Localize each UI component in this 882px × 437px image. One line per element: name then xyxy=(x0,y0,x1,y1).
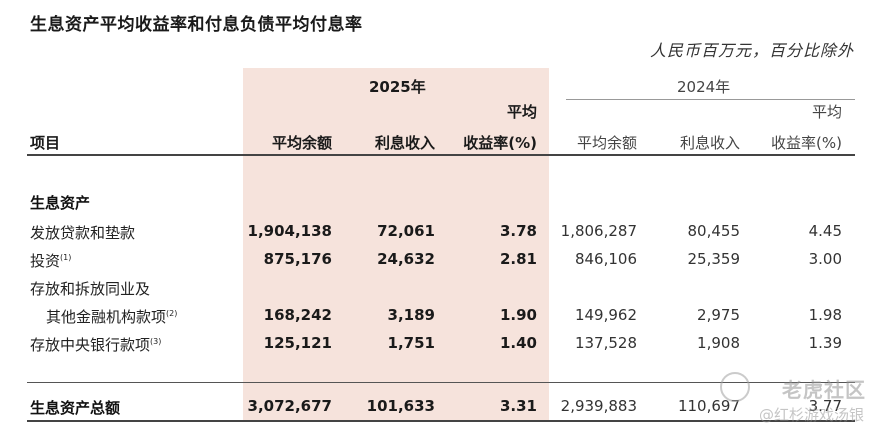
total-interest-income-2025: 101,633 xyxy=(366,397,435,415)
header-item: 项目 xyxy=(30,134,61,152)
cell-avg-balance-2025: 875,176 xyxy=(263,250,332,268)
cell-interest-income-2024: 25,359 xyxy=(687,250,741,268)
cell-avg-balance-2025: 125,121 xyxy=(263,334,332,352)
row-label: 投资(1) xyxy=(30,252,72,270)
cell-yield-2025: 1.40 xyxy=(499,334,537,352)
watermark-logo-icon xyxy=(720,372,750,402)
header-avg-balance-2024: 平均余额 xyxy=(576,134,637,152)
row-label: 发放贷款和垫款 xyxy=(30,224,136,242)
header-interest-income-2024: 利息收入 xyxy=(679,134,740,152)
cell-avg-balance-2024: 137,528 xyxy=(574,334,637,352)
highlight-2025-column xyxy=(243,68,549,422)
cell-yield-2024: 1.98 xyxy=(808,306,842,324)
header-avg-balance-2025: 平均余额 xyxy=(271,134,332,152)
total-label: 生息资产总额 xyxy=(30,399,121,417)
total-interest-income-2024: 110,697 xyxy=(677,397,740,415)
header-yield-line2-2024: 收益率(%) xyxy=(771,134,842,152)
section-title: 生息资产 xyxy=(30,194,91,212)
cell-avg-balance-2025: 1,904,138 xyxy=(247,222,332,240)
page-title: 生息资产平均收益率和付息负债平均付息率 xyxy=(30,15,363,35)
row-label: 存放和拆放同业及 xyxy=(30,280,151,298)
cell-avg-balance-2025: 168,242 xyxy=(263,306,332,324)
header-rule xyxy=(27,154,855,156)
total-avg-balance-2024: 2,939,883 xyxy=(560,397,637,415)
cell-avg-balance-2024: 149,962 xyxy=(574,306,637,324)
total-yield-2025: 3.31 xyxy=(499,397,537,415)
total-yield-2024: 3.77 xyxy=(808,397,842,415)
total-avg-balance-2025: 3,072,677 xyxy=(247,397,332,415)
header-year-2025: 2025年 xyxy=(369,78,426,96)
row-label: 存放中央银行款项(3) xyxy=(30,336,162,354)
cell-interest-income-2025: 72,061 xyxy=(377,222,435,240)
total-rule xyxy=(27,382,855,383)
cell-avg-balance-2024: 1,806,287 xyxy=(560,222,637,240)
row-label: 其他金融机构款项(2) xyxy=(46,308,178,326)
cell-interest-income-2025: 1,751 xyxy=(387,334,435,352)
header-yield-line2-2025: 收益率(%) xyxy=(463,134,537,152)
cell-yield-2024: 4.45 xyxy=(808,222,842,240)
cell-avg-balance-2024: 846,106 xyxy=(574,250,637,268)
cell-yield-2025: 2.81 xyxy=(499,250,537,268)
cell-yield-2024: 1.39 xyxy=(808,334,842,352)
unit-note: 人民币百万元，百分比除外 xyxy=(649,41,854,60)
watermark-line2: @红杉游戏汤银 xyxy=(758,406,864,424)
watermark-line1: 老虎社区 xyxy=(782,378,866,402)
cell-yield-2024: 3.00 xyxy=(808,250,842,268)
cell-yield-2025: 1.90 xyxy=(499,306,537,324)
header-year-2024: 2024年 xyxy=(677,78,731,96)
header-yield-line1-2024: 平均 xyxy=(811,103,842,121)
cell-interest-income-2024: 1,908 xyxy=(697,334,740,352)
cell-interest-income-2024: 2,975 xyxy=(697,306,740,324)
cell-yield-2025: 3.78 xyxy=(499,222,537,240)
bottom-rule xyxy=(27,420,855,422)
cell-interest-income-2024: 80,455 xyxy=(687,222,741,240)
header-2024-rule xyxy=(566,99,855,100)
cell-interest-income-2025: 24,632 xyxy=(377,250,435,268)
cell-interest-income-2025: 3,189 xyxy=(387,306,435,324)
header-yield-line1-2025: 平均 xyxy=(506,103,537,121)
header-interest-income-2025: 利息收入 xyxy=(374,134,435,152)
